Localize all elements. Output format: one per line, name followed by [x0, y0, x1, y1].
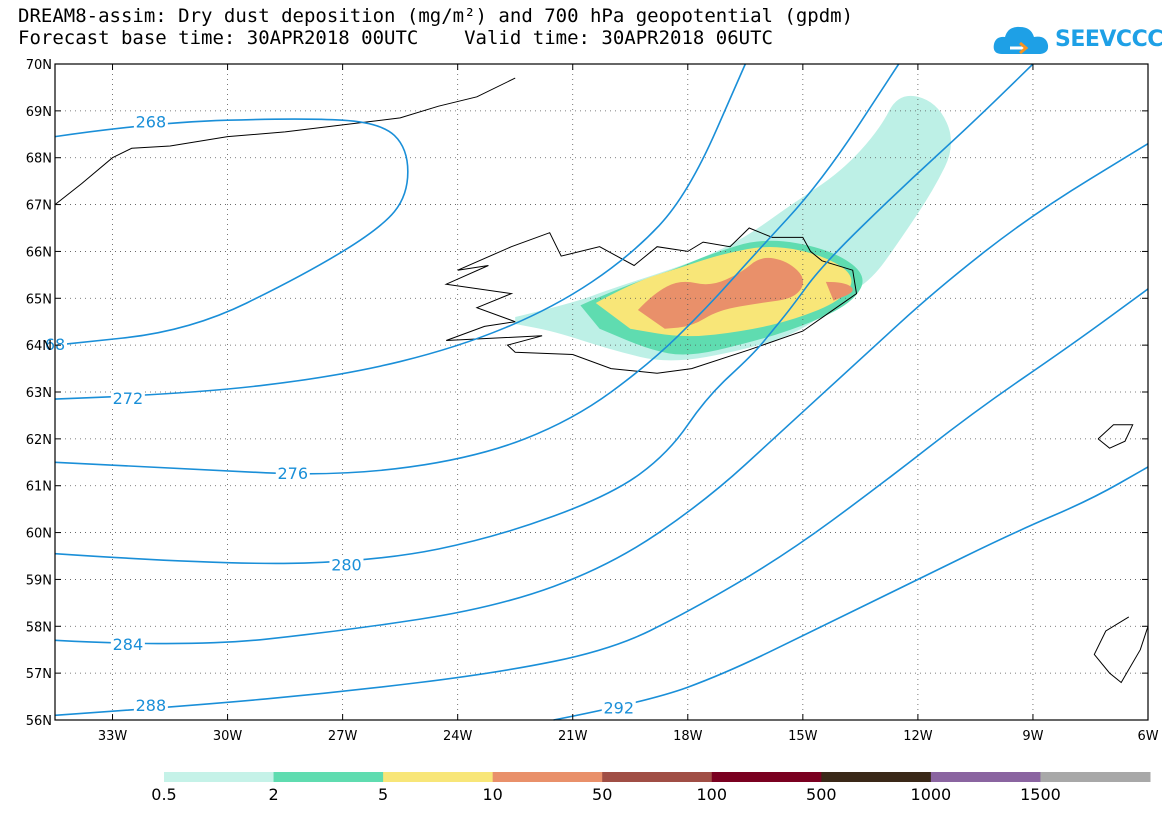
lon-label: 15W	[788, 729, 818, 744]
contour-label-bg	[110, 390, 145, 409]
dust-area-4	[825, 281, 853, 301]
legend-label: 10	[482, 785, 503, 804]
greenland-coastline	[54, 77, 516, 205]
iceland-coastline	[444, 227, 858, 374]
lon-label: 27W	[328, 729, 358, 744]
contour-268	[54, 118, 409, 346]
map-frame	[54, 63, 1149, 721]
contour-label-292: 292	[603, 698, 634, 717]
contour-280	[54, 63, 1034, 565]
legend-label: 100	[696, 785, 728, 804]
legend-swatch-6	[821, 772, 932, 782]
lon-label: 18W	[673, 729, 703, 744]
color-legend-bar	[164, 772, 1151, 782]
legend-swatch-7	[930, 772, 1041, 782]
lat-label: 68N	[26, 152, 52, 167]
contour-label-bg	[133, 113, 168, 132]
lat-label: 65N	[26, 292, 52, 307]
contour-288	[54, 288, 1149, 717]
lat-label: 61N	[26, 480, 52, 495]
legend-label: 50	[592, 785, 613, 804]
dust-deposition-layer	[515, 95, 952, 361]
map-subtitle: Forecast base time: 30APR2018 00UTC Vali…	[18, 27, 773, 49]
contour-label-bg	[275, 465, 310, 483]
legend-label: 5	[378, 785, 389, 804]
legend-label: 2	[268, 785, 279, 804]
lon-label: 30W	[213, 729, 243, 744]
lon-label: 33W	[98, 729, 128, 744]
map-title: DREAM8-assim: Dry dust deposition (mg/m²…	[18, 5, 854, 27]
cloud-logo-icon	[993, 26, 1049, 55]
legend-swatch-5	[711, 772, 822, 782]
legend-swatch-1	[273, 772, 384, 782]
lat-label: 58N	[26, 620, 52, 635]
lat-label: 69N	[26, 105, 52, 120]
lon-label: 9W	[1022, 729, 1043, 744]
faroe-islands-coastline	[1097, 424, 1134, 449]
map-axes: 70N 69N 68N 67N 66N 65N 64N 63N 62N 61N 60N 59N 58N 5…	[26, 58, 1159, 744]
legend-swatch-2	[383, 772, 494, 782]
contour-label-bg	[601, 699, 636, 718]
lat-label: 62N	[26, 433, 52, 448]
legend-swatch-8	[1040, 772, 1151, 782]
contour-label-284: 284	[113, 635, 144, 654]
scotland-coastline	[1093, 616, 1149, 684]
lat-label: 56N	[26, 714, 52, 729]
lat-label: 67N	[26, 199, 52, 214]
contour-272	[54, 63, 747, 400]
lat-label: 66N	[26, 245, 52, 260]
contour-276	[54, 63, 900, 475]
contour-label-272: 272	[113, 389, 144, 408]
lat-label: 57N	[26, 667, 52, 682]
contour-label-bg	[133, 696, 168, 715]
coastline-layer	[54, 77, 1149, 684]
logo-text: SEEVCCC	[1055, 27, 1163, 52]
lat-label: 70N	[26, 58, 52, 73]
contour-284	[54, 142, 1149, 645]
lon-label: 6W	[1137, 729, 1158, 744]
legend-label: 1000	[910, 785, 952, 804]
contour-label-bg	[329, 556, 364, 575]
lon-label: 24W	[443, 729, 473, 744]
legend-swatch-4	[602, 772, 713, 782]
lat-label: 64N	[26, 339, 52, 354]
contour-label-288: 288	[136, 696, 167, 715]
legend-label: 500	[806, 785, 837, 804]
lat-label: 59N	[26, 573, 52, 588]
graticule-grid	[55, 63, 1149, 721]
lat-label: 63N	[26, 386, 52, 401]
lon-label: 12W	[903, 729, 933, 744]
legend-label: 0.5	[151, 785, 177, 804]
lat-label: 60N	[26, 527, 52, 542]
legend-swatch-3	[492, 772, 603, 782]
contour-label-bg	[110, 636, 145, 655]
legend-swatch-0	[164, 772, 275, 782]
contour-292	[553, 466, 1149, 721]
contour-label-276: 276	[278, 464, 309, 483]
contour-label-268: 268	[136, 113, 167, 132]
lon-label: 21W	[558, 729, 588, 744]
contour-label-280: 280	[331, 555, 362, 574]
legend-label: 1500	[1020, 785, 1061, 804]
